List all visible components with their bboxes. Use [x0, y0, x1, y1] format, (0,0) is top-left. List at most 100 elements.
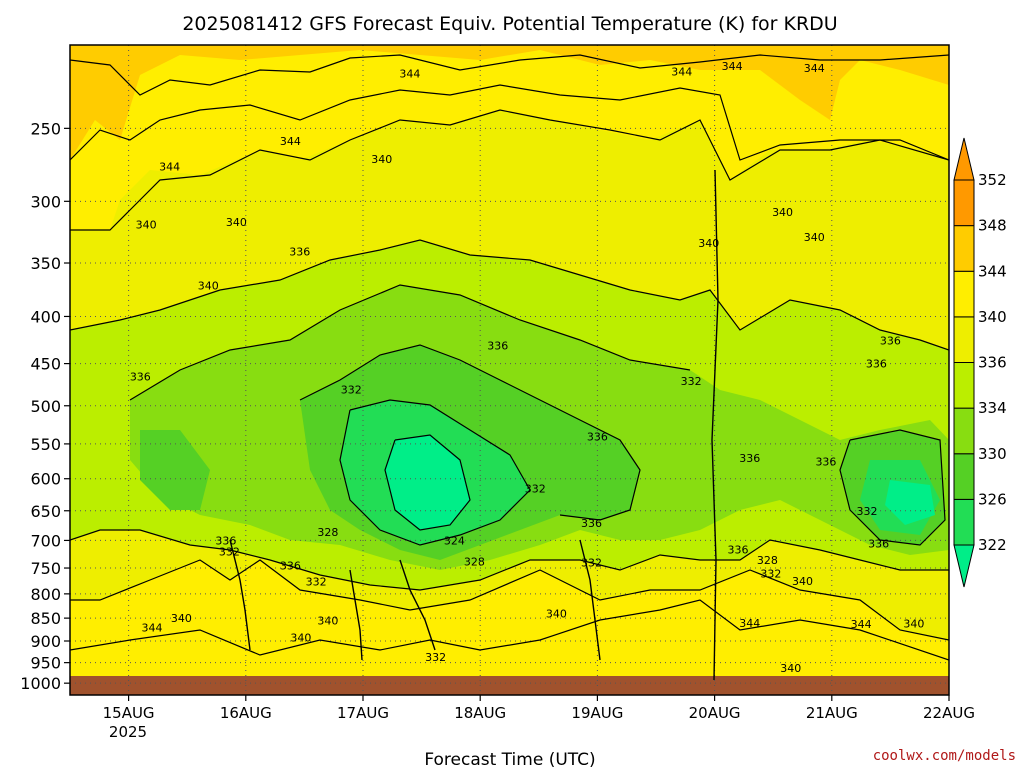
- y-tick-label: 950: [30, 654, 61, 673]
- contour-label: 340: [772, 206, 793, 219]
- x-tick-label: 16AUG: [220, 704, 272, 722]
- contour-label: 336: [728, 543, 749, 556]
- contour-label: 336: [868, 537, 889, 550]
- band-348-upper: [70, 45, 949, 160]
- contour-label: 344: [399, 68, 420, 81]
- y-tick-label: 350: [30, 254, 61, 273]
- y-tick-label: 300: [30, 192, 61, 211]
- contour-label: 340: [546, 607, 567, 620]
- credit-text: coolwx.com/models: [873, 748, 1016, 764]
- colorbar-tick-label: 334: [978, 399, 1007, 417]
- plot-frame: [69, 44, 950, 696]
- band-326-region: [340, 400, 940, 545]
- contour-line: [399, 559, 436, 651]
- chart-title: 2025081412 GFS Forecast Equiv. Potential…: [182, 13, 837, 35]
- contour-label: 344: [671, 66, 692, 79]
- contour-label: 340: [371, 153, 392, 166]
- contour-label: 332: [306, 576, 327, 589]
- contour-line: [70, 599, 949, 661]
- contour-label: 340: [804, 231, 825, 244]
- y-tick-label: 250: [30, 119, 61, 138]
- x-tick-label: 20AUG: [689, 704, 741, 722]
- y-tick-label: 700: [30, 531, 61, 550]
- contour-label: 332: [219, 546, 240, 559]
- contour-label: 336: [866, 358, 887, 371]
- contour-label: 344: [722, 60, 743, 73]
- band-330-region: [140, 345, 945, 560]
- x-tick-label: 22AUG: [923, 704, 975, 722]
- contour-label: 332: [681, 375, 702, 388]
- contour-label: 344: [739, 617, 760, 630]
- contour-label: 332: [760, 567, 781, 580]
- contour-line: [339, 399, 531, 546]
- y-tick-label: 550: [30, 435, 61, 454]
- contour-label: 344: [280, 135, 301, 148]
- contour-label: 340: [290, 631, 311, 644]
- plot-area: 344 344 344 344 344 344 340 340 340 340 340 340 340 3…: [70, 45, 1024, 695]
- contour-label: 332: [581, 557, 602, 570]
- colorbar-segment: [953, 498, 975, 546]
- contour-label: 340: [226, 216, 247, 229]
- colorbar-segment: [953, 453, 975, 500]
- ground-bar: [70, 676, 949, 695]
- contour-label: 344: [851, 618, 872, 631]
- y-tick-label: 450: [30, 355, 61, 374]
- y-tick-label: 750: [30, 559, 61, 578]
- contour-label: 336: [280, 559, 301, 572]
- y-tick-label: 400: [30, 307, 61, 326]
- contour-label: 336: [215, 534, 236, 547]
- contour-label: 340: [198, 279, 219, 292]
- contour-line: [839, 429, 946, 546]
- x-axis: 15AUG 16AUG 17AUG 18AUG 19AUG 20AUG 21AUG 22AUG: [103, 695, 975, 722]
- y-tick-label: 1000: [20, 674, 61, 693]
- contour-lines: [70, 54, 949, 681]
- contour-label: 336: [289, 245, 310, 258]
- contour-label: 328: [317, 526, 338, 539]
- x-tick-label: 15AUG: [103, 704, 155, 722]
- contour-line: [70, 559, 949, 641]
- contour-line: [70, 54, 949, 96]
- colorbar-tick-label: 330: [978, 445, 1007, 463]
- x-tick-label: 21AUG: [806, 704, 858, 722]
- colorbar-top-arrow: [953, 137, 975, 181]
- colorbar-segment: [953, 362, 975, 409]
- contour-label: 328: [464, 556, 485, 569]
- contour-line: [70, 109, 949, 231]
- colorbar-tick-label: 340: [978, 308, 1007, 326]
- contour-label: 340: [903, 618, 924, 631]
- contour-label: 344: [159, 160, 180, 173]
- colorbar-segment: [953, 407, 975, 455]
- y-axis: 250 300 350 400 450 500 550 600 650 700 750 800 850 9…: [20, 119, 70, 693]
- contour-label: 336: [487, 339, 508, 352]
- x-tick-label: 18AUG: [454, 704, 506, 722]
- colorbar-tick-label: 336: [978, 354, 1007, 372]
- contour-label: 328: [1015, 479, 1024, 492]
- contour-label: 324: [444, 534, 465, 547]
- contour-label: 340: [171, 612, 192, 625]
- contour-label: 336: [130, 371, 151, 384]
- contour-line: [384, 434, 471, 531]
- x-year-label: 2025: [109, 723, 147, 741]
- contour-label: 340: [780, 662, 801, 675]
- contour-label: 336: [739, 452, 760, 465]
- contour-label: 336: [880, 335, 901, 348]
- colorbar-segment: [953, 225, 975, 272]
- y-tick-label: 850: [30, 609, 61, 628]
- contour-line: [70, 84, 949, 161]
- colorbar-segment: [953, 179, 975, 227]
- contour-label: 336: [581, 517, 602, 530]
- band-322-region: [385, 435, 935, 530]
- contour-line: [299, 344, 641, 521]
- contour-label: 344: [142, 621, 163, 634]
- contour-label: 328: [757, 554, 778, 567]
- x-tick-label: 17AUG: [337, 704, 389, 722]
- contour-line: [229, 539, 251, 651]
- contour-label: 332: [856, 505, 877, 518]
- colorbar-tick-label: 344: [978, 262, 1007, 280]
- colorbar-tick-label: 322: [978, 536, 1007, 554]
- contour-line: [70, 239, 949, 351]
- contour-line: [579, 539, 601, 661]
- colorbar-bottom-arrow: [953, 544, 975, 588]
- contour-line: [711, 169, 719, 681]
- contour-label: 344: [804, 62, 825, 75]
